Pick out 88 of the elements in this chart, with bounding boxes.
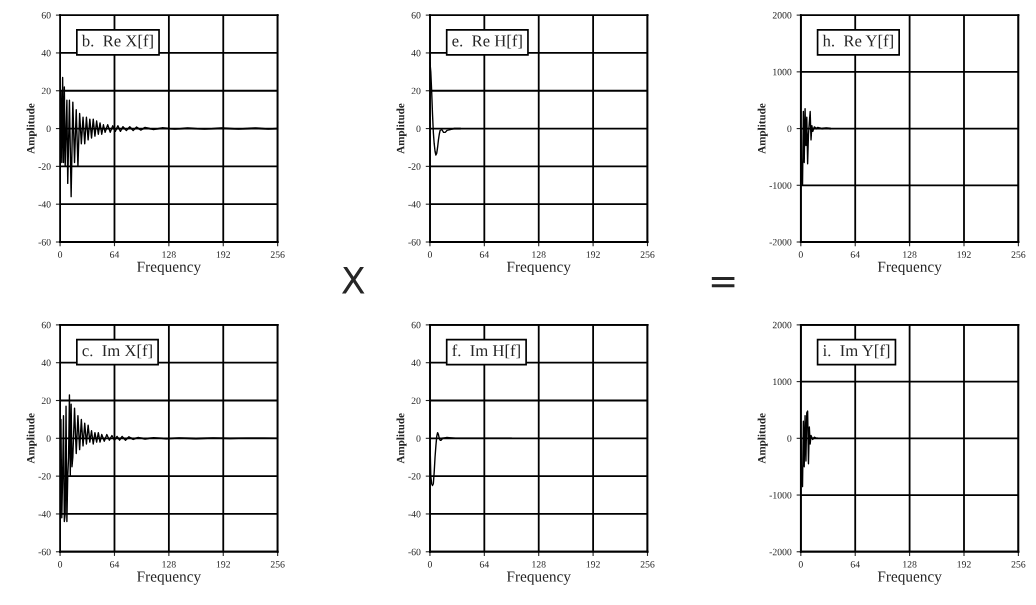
x-tick-label: 256 [640, 251, 655, 258]
y-tick-label: -40 [38, 510, 51, 518]
x-tick-label: 64 [850, 251, 860, 258]
y-tick-label: 0 [416, 435, 421, 442]
x-axis-title: Frequency [137, 571, 202, 585]
text: X [341, 267, 365, 294]
y-tick-label: 0 [787, 125, 792, 133]
y-tick-label: 60 [41, 12, 51, 19]
y-tick-label: -40 [408, 201, 421, 208]
x-tick-label: 0 [798, 561, 803, 568]
x-axis-title: Frequency [506, 261, 571, 276]
text: = [711, 277, 735, 288]
y-tick-label: -1000 [769, 182, 792, 189]
y-tick-label: 40 [41, 49, 51, 57]
y-tick-label: -60 [38, 238, 51, 246]
y-axis-title: Amplitude [757, 103, 768, 154]
x-tick-label: 128 [162, 251, 176, 258]
x-tick-label: 64 [850, 561, 860, 568]
y-tick-label: 0 [416, 125, 421, 133]
x-axis-title: Frequency [506, 571, 571, 585]
y-tick-label: -60 [38, 548, 51, 556]
y-tick-label: 0 [46, 435, 51, 442]
y-axis-title: Amplitude [26, 103, 37, 154]
x-tick-label: 128 [903, 561, 917, 568]
x-tick-label: 64 [479, 251, 490, 258]
text: e. Re H[f] [452, 34, 522, 49]
x-tick-label: 128 [532, 251, 546, 258]
y-tick-label: -2000 [769, 548, 792, 556]
y-tick-label: 1000 [773, 68, 792, 76]
x-axis-title: Frequency [877, 261, 942, 276]
x-tick-label: 0 [58, 251, 63, 258]
y-tick-label: -40 [408, 510, 421, 518]
y-axis-title: Amplitude [396, 103, 407, 154]
x-tick-label: 0 [58, 561, 63, 568]
x-tick-label: 192 [216, 561, 231, 568]
y-tick-label: 1000 [773, 378, 792, 386]
x-tick-label: 256 [270, 561, 285, 568]
y-tick-label: -60 [408, 548, 421, 556]
x-axis-title: Frequency [137, 261, 202, 276]
x-tick-label: 256 [640, 561, 655, 568]
x-tick-label: 0 [798, 251, 803, 258]
y-axis-title: Amplitude [26, 413, 37, 464]
text: f. Im H[f] [452, 344, 520, 359]
y-tick-label: 20 [41, 87, 51, 95]
x-tick-label: 128 [903, 251, 917, 258]
text: c. Im X[f] [82, 344, 152, 359]
y-tick-label: -60 [408, 238, 421, 246]
x-tick-label: 192 [957, 561, 971, 568]
y-tick-label: 20 [41, 397, 51, 404]
y-tick-label: 20 [411, 87, 421, 95]
y-tick-label: 20 [411, 397, 421, 404]
y-tick-label: 60 [411, 12, 421, 19]
x-tick-label: 128 [162, 561, 176, 568]
y-tick-label: 60 [411, 321, 421, 329]
y-tick-label: -20 [38, 163, 51, 170]
x-tick-label: 0 [427, 251, 432, 258]
y-tick-label: 40 [41, 359, 51, 367]
y-tick-label: 60 [41, 321, 51, 329]
text: i. Im Y[f] [822, 344, 890, 359]
x-axis-title: Frequency [877, 571, 942, 585]
y-tick-label: 2000 [772, 321, 792, 329]
x-tick-label: 256 [1011, 251, 1026, 258]
y-tick-label: 40 [411, 49, 421, 57]
x-tick-label: 64 [479, 561, 490, 568]
text: h. Re Y[f] [822, 34, 893, 49]
x-tick-label: 192 [957, 251, 971, 258]
y-tick-label: 0 [787, 435, 792, 442]
x-tick-label: 0 [427, 561, 432, 568]
x-tick-label: 192 [216, 251, 231, 258]
y-tick-label: -2000 [769, 238, 792, 246]
x-tick-label: 192 [586, 251, 600, 258]
y-tick-label: -20 [408, 473, 421, 480]
y-tick-label: 2000 [772, 12, 792, 19]
x-tick-label: 64 [110, 561, 120, 568]
x-tick-label: 64 [110, 251, 120, 258]
y-tick-label: -20 [408, 163, 421, 170]
y-tick-label: -20 [38, 473, 51, 480]
x-tick-label: 256 [270, 251, 285, 258]
y-axis-title: Amplitude [396, 413, 407, 464]
x-tick-label: 128 [532, 561, 546, 568]
y-axis-title: Amplitude [757, 413, 768, 464]
x-tick-label: 192 [586, 561, 600, 568]
text: b. Re X[f] [81, 34, 153, 49]
y-tick-label: 40 [411, 359, 421, 367]
y-tick-label: -1000 [769, 491, 792, 499]
y-tick-label: 0 [46, 125, 51, 133]
x-tick-label: 256 [1011, 561, 1026, 568]
y-tick-label: -40 [38, 201, 51, 208]
